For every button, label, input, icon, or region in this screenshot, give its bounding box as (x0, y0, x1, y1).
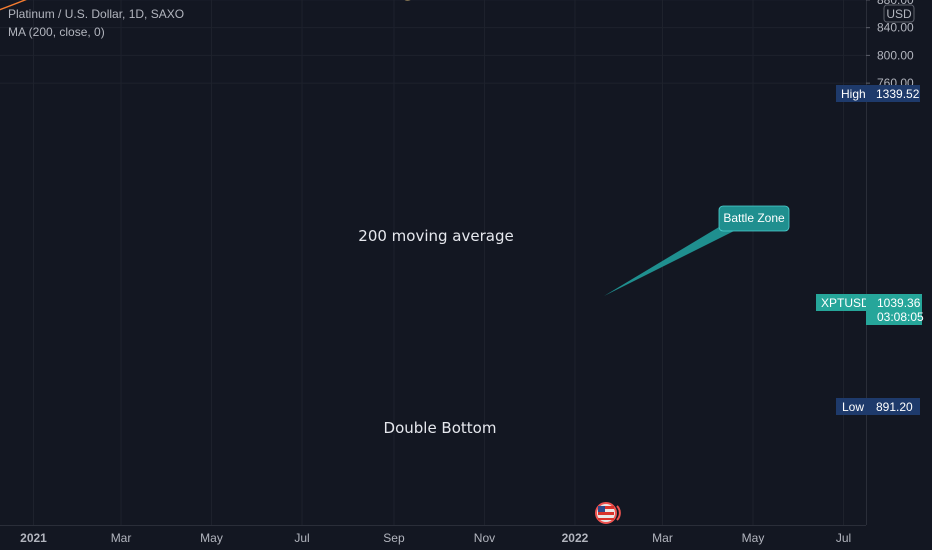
indicator-label: MA (200, close, 0) (8, 25, 105, 39)
high-badge: High 1339.52 (836, 85, 920, 102)
callout-pointer (604, 224, 740, 296)
last-price-badge-bg (866, 294, 922, 325)
high-badge-value: 1339.52 (876, 87, 920, 101)
time-tick-label: 2021 (20, 531, 47, 545)
symbol-badge-bg (816, 294, 866, 311)
currency-button[interactable]: USD (883, 4, 915, 23)
price-axis[interactable]: 760.00800.00840.00880.00920.00960.001000… (866, 0, 932, 550)
low-badge: Low 891.20 (836, 398, 920, 415)
chart-title: Platinum / U.S. Dollar, 1D, SAXO (8, 7, 185, 21)
price-tick-label: 880.00 (877, 0, 914, 7)
currency-button-border (883, 4, 915, 23)
time-tick-label: Jul (294, 531, 309, 545)
us-flag-icon[interactable] (595, 502, 621, 524)
time-tick-label: Sep (383, 531, 405, 545)
last-price-value: 1039.36 (877, 296, 921, 310)
price-tick-label: 840.00 (877, 21, 914, 35)
pattern-annotation-label: Double Bottom (384, 419, 497, 437)
time-tick-label: May (200, 531, 223, 545)
ma-annotation-label: 200 moving average (358, 227, 513, 245)
symbol-badge-label: XPTUSD (821, 296, 870, 310)
last-price-badge: XPTUSD 1039.36 03:08:05 (816, 294, 924, 325)
time-tick-label: 2022 (562, 531, 589, 545)
low-badge-value: 891.20 (876, 400, 913, 414)
time-tick-label: Mar (111, 531, 132, 545)
battle-zone-callout[interactable]: Battle Zone (604, 205, 790, 296)
low-badge-label: Low (842, 400, 864, 414)
currency-label: USD (886, 7, 912, 21)
callout-label: Battle Zone (723, 211, 785, 225)
time-tick-label: May (742, 531, 765, 545)
high-badge-label: High (841, 87, 866, 101)
low-badge-bg (836, 398, 920, 415)
time-tick-label: Jul (836, 531, 851, 545)
time-axis[interactable]: 2021 Mar May Jul Sep Nov 2022 Mar May Jul (0, 525, 866, 546)
callout-box (718, 205, 790, 232)
grid (0, 0, 866, 525)
high-badge-bg (836, 85, 920, 102)
price-tick-label: 800.00 (877, 48, 914, 62)
chart-legend: Platinum / U.S. Dollar, 1D, SAXO MA (200… (8, 5, 184, 41)
time-tick-label: Mar (652, 531, 673, 545)
time-tick-label: Nov (474, 531, 495, 545)
bar-countdown: 03:08:05 (877, 310, 924, 324)
